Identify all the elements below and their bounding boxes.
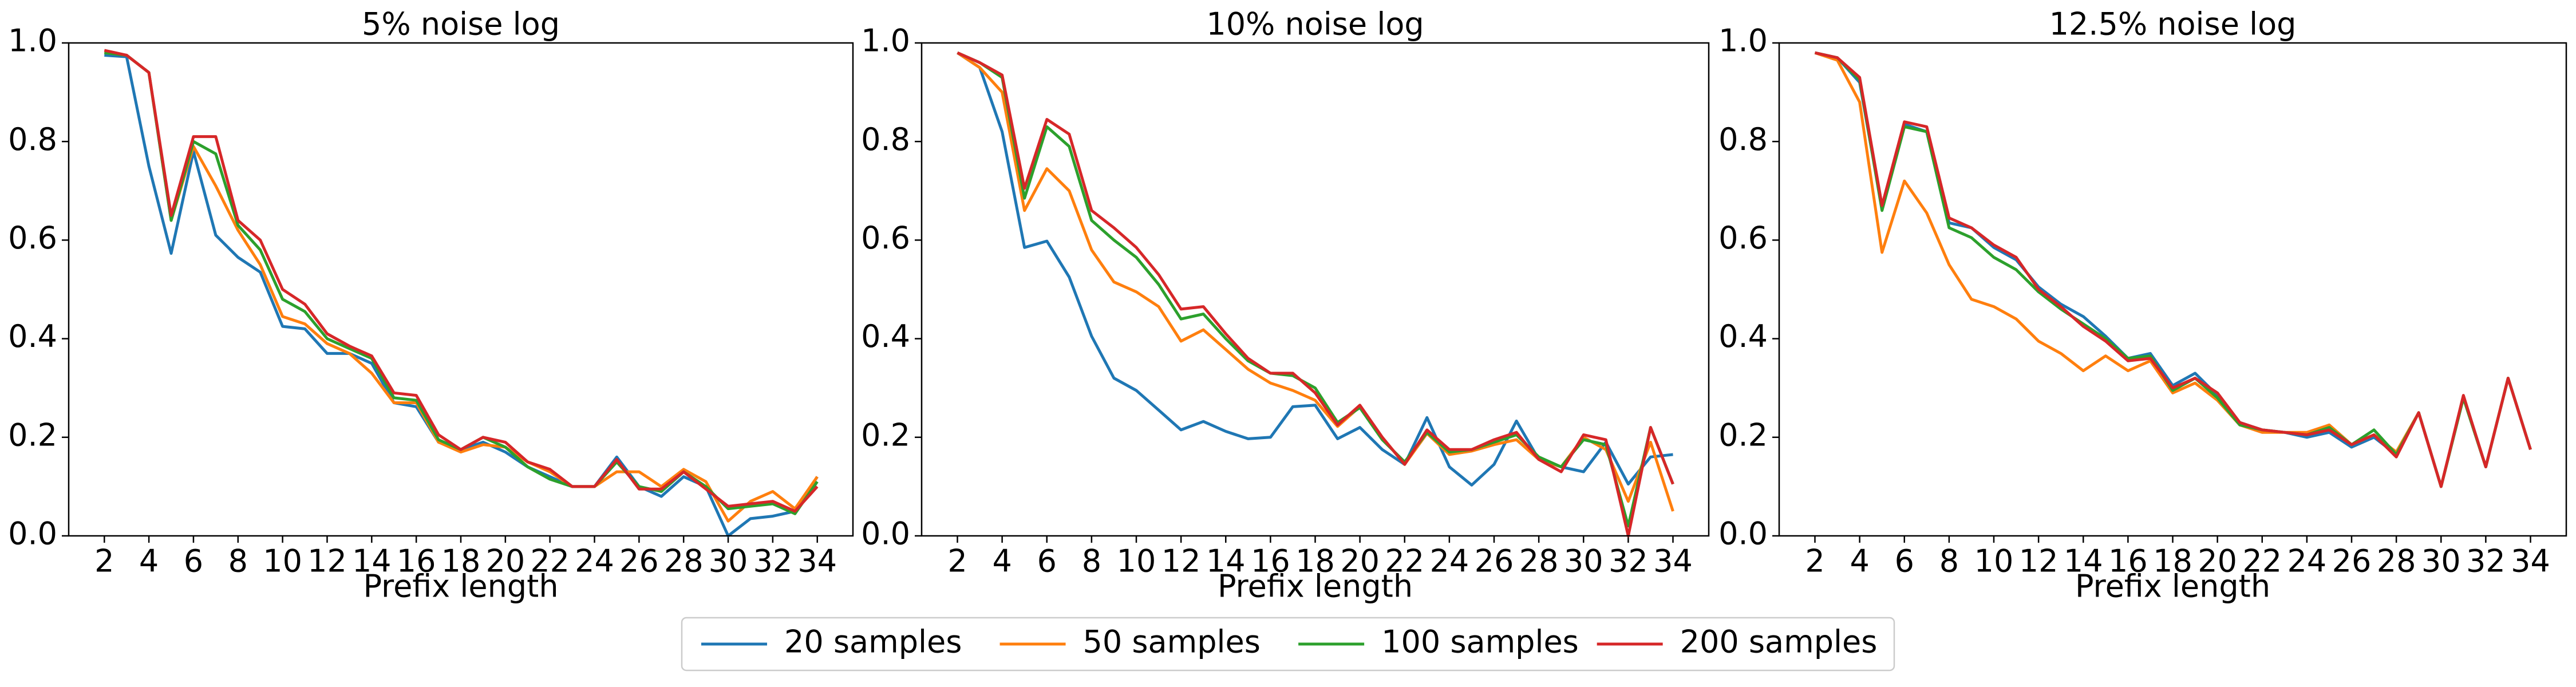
y-tick-label: 0.2 bbox=[8, 417, 57, 453]
x-tick-label: 26 bbox=[619, 543, 659, 579]
chart-title: 12.5% noise log bbox=[2049, 6, 2297, 42]
y-tick-label: 0.0 bbox=[1718, 516, 1768, 552]
series-line: 100 samples bbox=[1814, 51, 2532, 488]
x-tick-label: 8 bbox=[1939, 543, 1959, 579]
x-tick-label: 16 bbox=[1251, 543, 1290, 579]
series-line bbox=[104, 51, 819, 515]
x-tick-label: 12 bbox=[2019, 543, 2059, 579]
x-tick-label: 8 bbox=[1082, 543, 1101, 579]
plot-frame bbox=[68, 42, 854, 537]
x-tick-label: 32 bbox=[753, 543, 793, 579]
x-tick-label: 14 bbox=[1206, 543, 1246, 579]
y-tick-label: 1.0 bbox=[861, 23, 910, 59]
x-tick-label: 12 bbox=[307, 543, 347, 579]
legend-label: 20 samples bbox=[784, 624, 962, 660]
series-line: 20 samples bbox=[957, 52, 1673, 487]
x-tick-label: 6 bbox=[1037, 543, 1057, 579]
x-tick-label: 22 bbox=[2242, 543, 2282, 579]
x-tick-label: 32 bbox=[1609, 543, 1648, 579]
x-tick-label: 32 bbox=[2466, 543, 2506, 579]
series-line bbox=[104, 54, 819, 538]
x-tick-label: 34 bbox=[797, 543, 837, 579]
x-tick-label: 12 bbox=[1161, 543, 1201, 579]
plot-frame bbox=[1778, 42, 2567, 537]
x-tick-label: 2 bbox=[1805, 543, 1824, 579]
x-tick-label: 6 bbox=[1895, 543, 1914, 579]
series-line bbox=[104, 49, 819, 513]
x-tick-label: 34 bbox=[2511, 543, 2550, 579]
legend-box bbox=[681, 617, 1895, 672]
x-tick-label: 2 bbox=[94, 543, 114, 579]
x-tick-label: 28 bbox=[1519, 543, 1559, 579]
x-tick-label: 20 bbox=[485, 543, 525, 579]
plot-frame bbox=[920, 42, 1710, 537]
y-tick-label: 0.8 bbox=[8, 121, 57, 157]
x-tick-label: 24 bbox=[1430, 543, 1469, 579]
series-line: 100 samples bbox=[957, 51, 1674, 528]
y-tick-label: 0.4 bbox=[861, 318, 910, 354]
series-line: 50 samples bbox=[957, 52, 1674, 512]
legend-label: 200 samples bbox=[1680, 624, 1878, 660]
x-axis-label: Prefix length bbox=[1218, 568, 1413, 605]
x-tick-label: 4 bbox=[1850, 543, 1869, 579]
legend-label: 100 samples bbox=[1381, 624, 1579, 660]
legend-label: 50 samples bbox=[1083, 624, 1261, 660]
chart-title: 10% noise log bbox=[1206, 6, 1424, 42]
chart-title: 5% noise log bbox=[362, 6, 560, 42]
x-tick-label: 24 bbox=[2287, 543, 2327, 579]
x-tick-label: 30 bbox=[709, 543, 748, 579]
x-tick-label: 14 bbox=[2064, 543, 2103, 579]
x-tick-label: 4 bbox=[992, 543, 1012, 579]
x-tick-label: 28 bbox=[2377, 543, 2416, 579]
y-tick-label: 0.4 bbox=[1718, 318, 1768, 354]
x-tick-label: 24 bbox=[575, 543, 614, 579]
y-tick-label: 0.0 bbox=[8, 516, 57, 552]
x-tick-label: 16 bbox=[397, 543, 436, 579]
x-tick-label: 30 bbox=[2421, 543, 2461, 579]
x-tick-label: 10 bbox=[263, 543, 302, 579]
series-line: 50 samples bbox=[1814, 51, 2532, 488]
y-tick-label: 0.2 bbox=[861, 417, 910, 453]
x-tick-label: 10 bbox=[1974, 543, 2014, 579]
x-tick-label: 34 bbox=[1653, 543, 1693, 579]
x-tick-label: 2 bbox=[947, 543, 967, 579]
x-tick-label: 10 bbox=[1117, 543, 1156, 579]
x-tick-label: 20 bbox=[1340, 543, 1380, 579]
x-tick-label: 4 bbox=[139, 543, 159, 579]
x-tick-label: 18 bbox=[441, 543, 481, 579]
x-tick-label: 8 bbox=[228, 543, 248, 579]
series-line bbox=[104, 51, 819, 523]
y-tick-label: 1.0 bbox=[8, 23, 57, 59]
y-tick-label: 0.8 bbox=[861, 121, 910, 157]
x-tick-label: 26 bbox=[2332, 543, 2372, 579]
y-tick-label: 0.0 bbox=[861, 516, 910, 552]
x-tick-label: 6 bbox=[184, 543, 203, 579]
series-line: 20 samples bbox=[1814, 51, 2532, 488]
y-tick-label: 0.6 bbox=[8, 220, 57, 256]
x-tick-label: 26 bbox=[1475, 543, 1514, 579]
y-tick-label: 0.2 bbox=[1718, 417, 1768, 453]
x-tick-label: 16 bbox=[2108, 543, 2148, 579]
x-tick-label: 30 bbox=[1564, 543, 1603, 579]
series-line: 200 samples bbox=[957, 51, 1674, 538]
y-tick-label: 0.8 bbox=[1718, 121, 1768, 157]
x-tick-label: 14 bbox=[352, 543, 392, 579]
y-tick-label: 0.6 bbox=[861, 220, 910, 256]
x-axis-label: Prefix length bbox=[363, 568, 558, 605]
series-line: 200 samples bbox=[1814, 51, 2532, 488]
x-axis-label: Prefix length bbox=[2075, 568, 2270, 605]
y-tick-label: 0.4 bbox=[8, 318, 57, 354]
y-tick-label: 1.0 bbox=[1718, 23, 1768, 59]
y-tick-label: 0.6 bbox=[1718, 220, 1768, 256]
x-tick-label: 18 bbox=[1295, 543, 1335, 579]
x-tick-label: 22 bbox=[530, 543, 570, 579]
x-tick-label: 18 bbox=[2153, 543, 2192, 579]
x-tick-label: 28 bbox=[664, 543, 704, 579]
x-tick-label: 22 bbox=[1385, 543, 1424, 579]
x-tick-label: 20 bbox=[2198, 543, 2237, 579]
